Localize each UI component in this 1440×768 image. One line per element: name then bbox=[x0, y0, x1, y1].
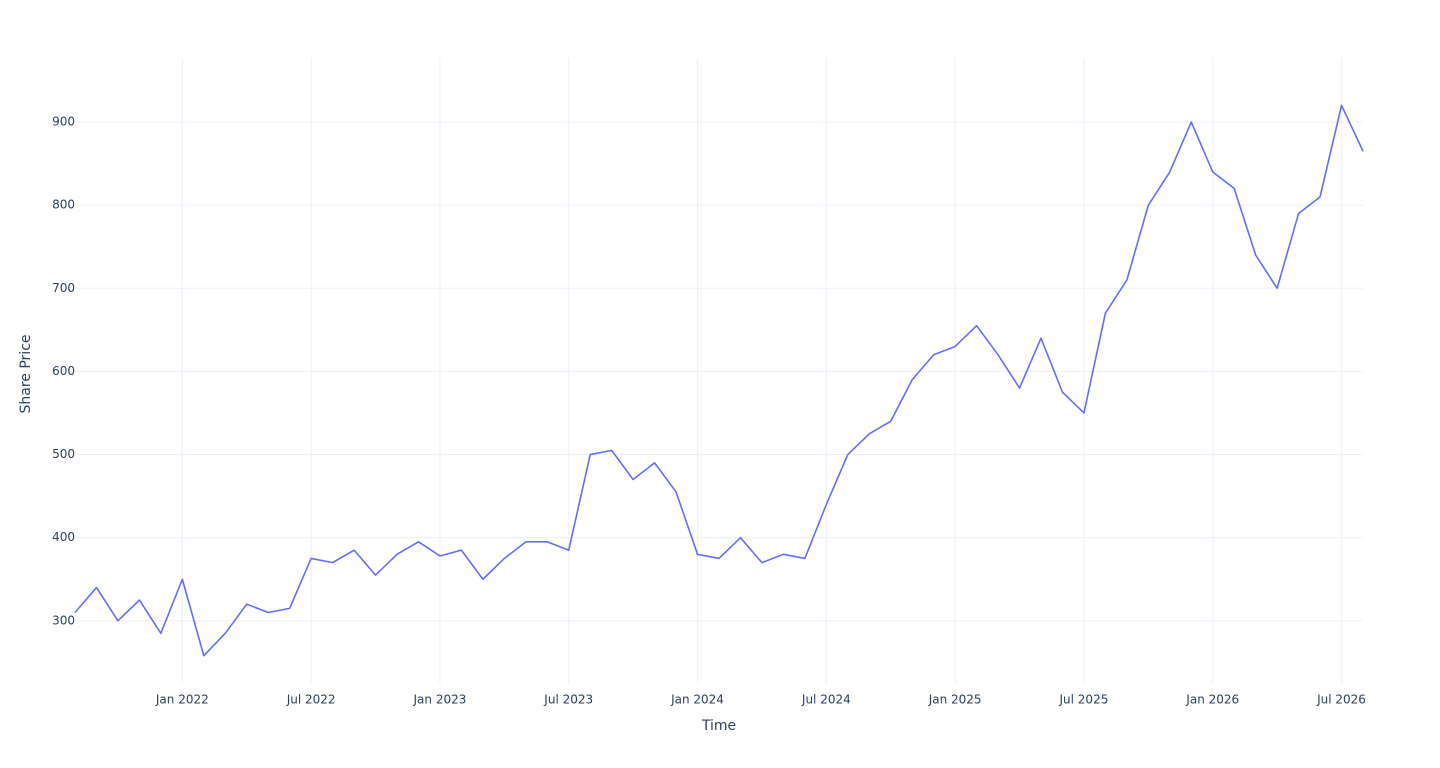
x-axis-title: Time bbox=[701, 718, 736, 734]
x-tick-label: Jul 2026 bbox=[1316, 693, 1366, 707]
y-tick-label: 300 bbox=[52, 613, 75, 627]
y-tick-label: 400 bbox=[52, 530, 75, 544]
y-tick-label: 500 bbox=[52, 447, 75, 461]
y-tick-label: 900 bbox=[52, 115, 75, 129]
y-tick-label: 600 bbox=[52, 364, 75, 378]
x-tick-label: Jan 2026 bbox=[1185, 693, 1239, 707]
y-tick-label: 700 bbox=[52, 281, 75, 295]
x-tick-label: Jan 2024 bbox=[670, 693, 724, 707]
x-tick-label: Jul 2025 bbox=[1059, 693, 1109, 707]
x-tick-label: Jul 2023 bbox=[543, 693, 593, 707]
x-tick-label: Jul 2022 bbox=[286, 693, 336, 707]
x-tick-label: Jul 2024 bbox=[801, 693, 851, 707]
x-tick-label: Jan 2023 bbox=[413, 693, 467, 707]
y-axis-title: Share Price bbox=[18, 334, 34, 413]
x-tick-label: Jan 2022 bbox=[155, 693, 209, 707]
x-tick-label: Jan 2025 bbox=[928, 693, 982, 707]
y-tick-label: 800 bbox=[52, 198, 75, 212]
price-line bbox=[74, 104, 1364, 657]
